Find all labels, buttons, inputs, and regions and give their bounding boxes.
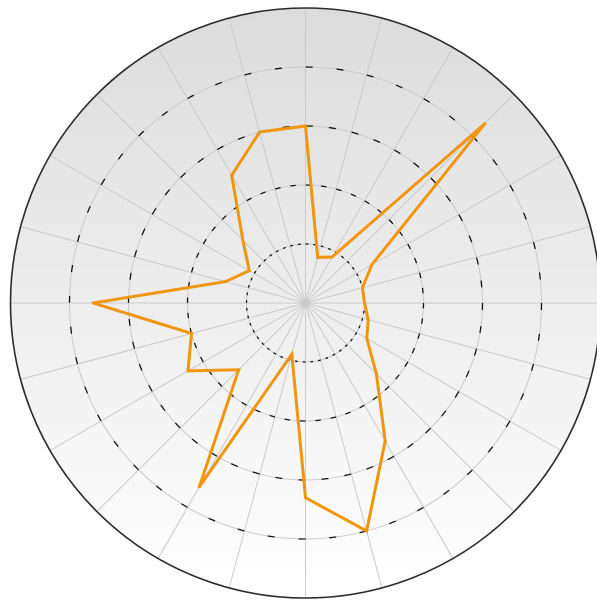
data-point bbox=[224, 280, 228, 284]
data-point bbox=[366, 318, 370, 322]
data-point bbox=[361, 286, 364, 290]
spoke-line bbox=[49, 302, 306, 451]
data-point bbox=[241, 238, 245, 242]
data-point bbox=[383, 439, 387, 443]
spoke-line bbox=[20, 302, 306, 380]
spoke-line bbox=[305, 302, 454, 559]
data-point bbox=[247, 269, 251, 273]
data-point bbox=[483, 122, 487, 126]
data-point bbox=[186, 369, 190, 373]
chart-outline bbox=[9, 7, 597, 599]
spoke-line bbox=[305, 47, 454, 304]
spoke-line bbox=[157, 302, 306, 559]
data-point bbox=[304, 496, 307, 500]
spoke-line bbox=[305, 226, 591, 304]
data-point bbox=[316, 255, 320, 259]
spoke-line bbox=[305, 302, 562, 451]
spoke-line bbox=[305, 302, 591, 380]
data-point bbox=[363, 301, 366, 305]
spoke-line bbox=[305, 302, 383, 589]
spoke-lines bbox=[10, 8, 597, 598]
data-point bbox=[304, 124, 307, 128]
data-point bbox=[365, 529, 369, 533]
grid-ring-dashes bbox=[127, 125, 484, 481]
spoke-line bbox=[49, 155, 306, 304]
data-point bbox=[374, 372, 378, 376]
data-point bbox=[190, 332, 193, 335]
data-point bbox=[91, 301, 95, 305]
grid-ring-dashes bbox=[68, 66, 543, 540]
spoke-line bbox=[228, 17, 306, 304]
grid-ring-dashes bbox=[186, 184, 425, 422]
data-point bbox=[370, 263, 374, 267]
spoke-line bbox=[96, 302, 306, 512]
spoke-line bbox=[305, 302, 515, 512]
data-point bbox=[197, 485, 201, 489]
spoke-line bbox=[96, 94, 306, 304]
data-point bbox=[258, 130, 262, 134]
data-point bbox=[290, 352, 294, 356]
data-point bbox=[237, 368, 241, 372]
spoke-line bbox=[305, 155, 562, 304]
data-point bbox=[330, 255, 334, 259]
data-point bbox=[230, 173, 234, 177]
data-point bbox=[365, 336, 369, 340]
spoke-line bbox=[20, 226, 306, 304]
series-group bbox=[91, 122, 487, 534]
